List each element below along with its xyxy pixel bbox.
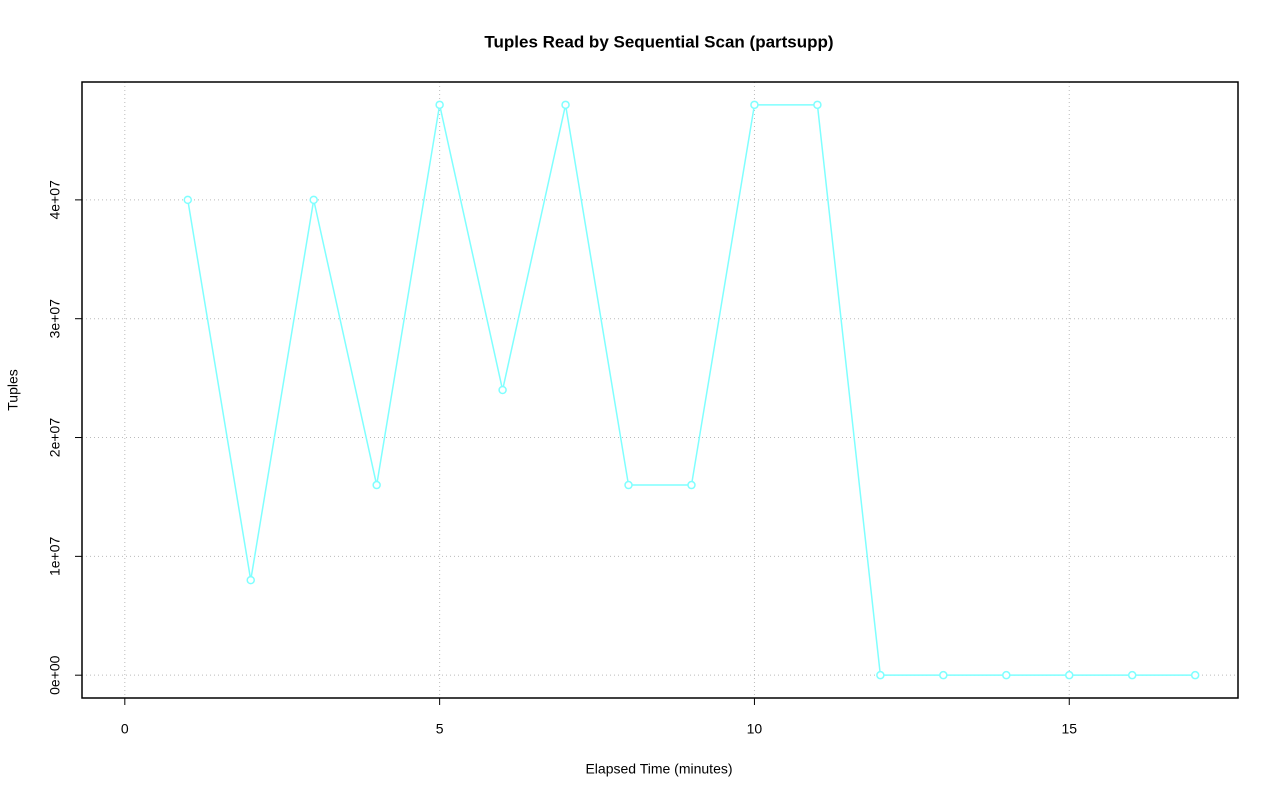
data-point: [939, 670, 948, 680]
data-point: [561, 100, 570, 110]
plot-frame: [81, 81, 1239, 699]
y-axis-label: Tuples: [5, 369, 21, 411]
data-point: [1190, 670, 1200, 680]
y-tick-label: 1e+07: [47, 536, 63, 576]
data-point: [435, 100, 444, 110]
x-tick-label: 0: [121, 721, 129, 737]
data-point: [624, 480, 633, 490]
y-tick-label: 4e+07: [47, 180, 63, 220]
x-tick-label: 5: [436, 721, 444, 737]
data-point: [750, 100, 759, 110]
data-point: [183, 195, 193, 205]
data-point: [309, 195, 318, 205]
data-point: [498, 385, 507, 395]
data-line: [187, 104, 1196, 676]
y-tick-label: 3e+07: [47, 299, 63, 339]
y-tick-label: 0e+00: [47, 655, 63, 695]
data-point: [876, 670, 885, 680]
data-point: [1065, 670, 1074, 680]
y-tick-label: 2e+07: [47, 418, 63, 458]
x-tick-label: 15: [1061, 721, 1077, 737]
data-point: [1127, 670, 1137, 680]
x-tick-label: 10: [747, 721, 763, 737]
data-point: [246, 575, 255, 585]
data-point: [372, 480, 381, 490]
chart-title: Tuples Read by Sequential Scan (partsupp…: [484, 32, 833, 51]
data-point: [687, 480, 696, 490]
x-axis-label: Elapsed Time (minutes): [585, 761, 732, 777]
data-point: [1002, 670, 1011, 680]
data-point: [813, 100, 822, 110]
